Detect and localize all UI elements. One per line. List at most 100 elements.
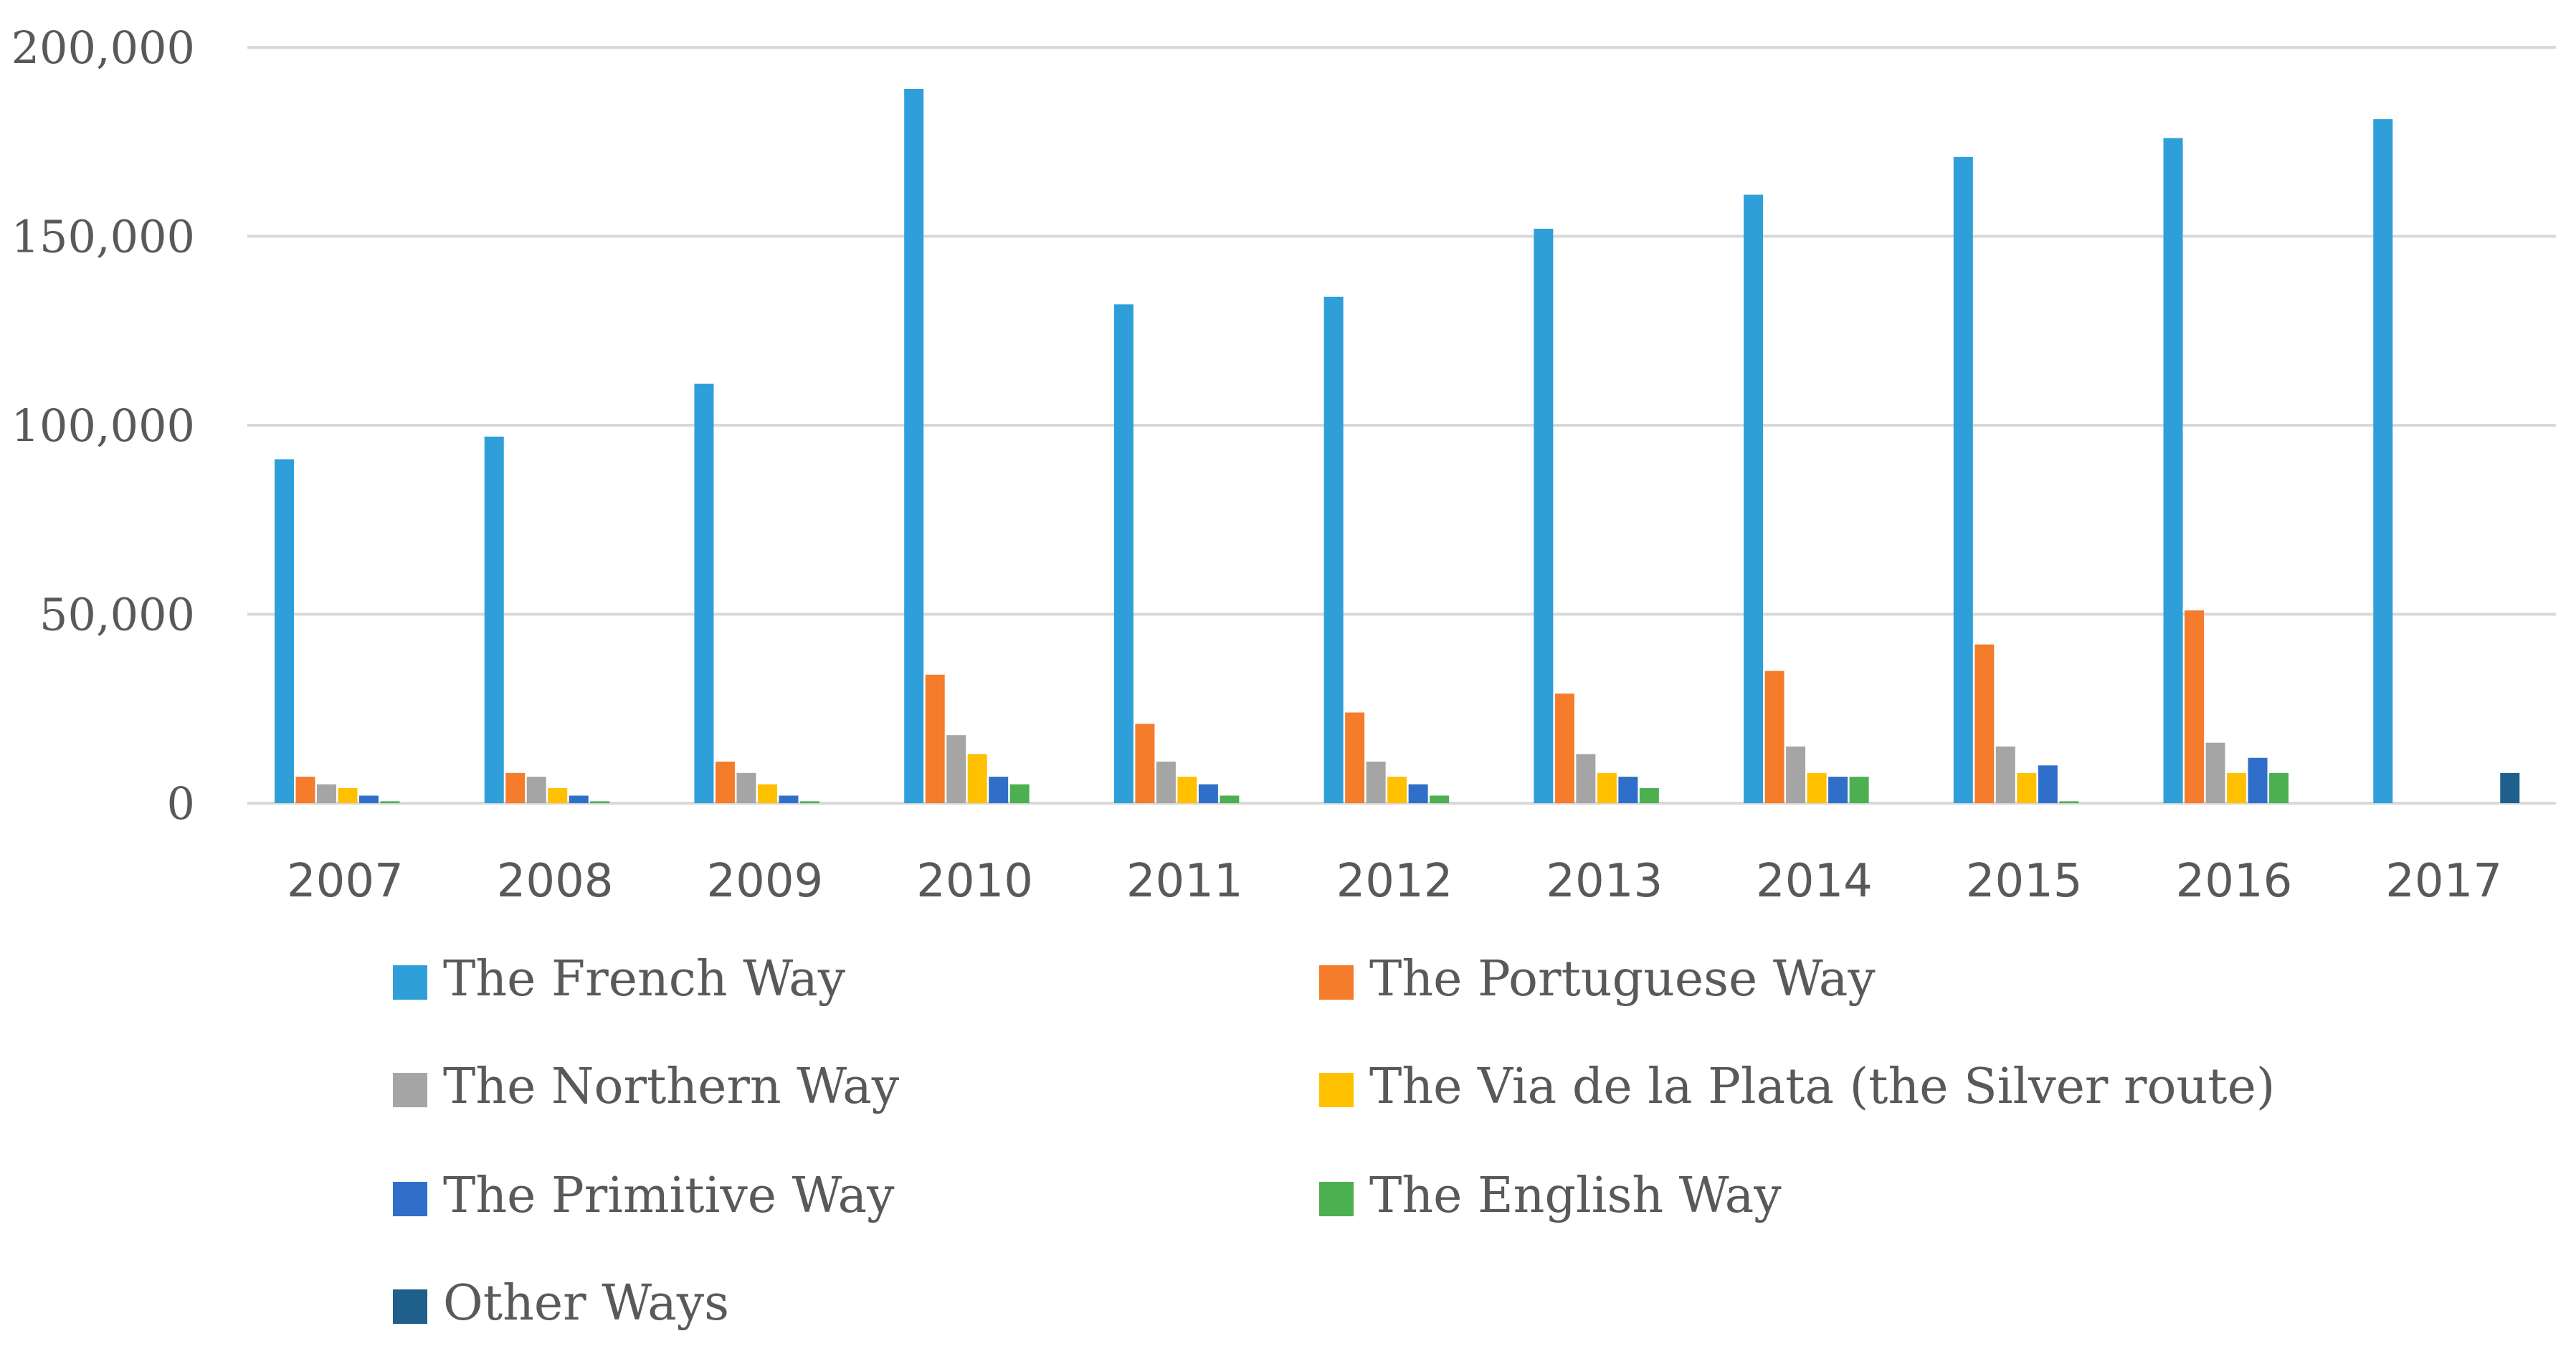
bar [338, 787, 358, 803]
bar [1597, 772, 1617, 803]
legend-swatch [393, 965, 427, 1000]
bar [1345, 712, 1365, 803]
bar [1786, 746, 1806, 803]
bar [569, 795, 589, 803]
bar [1576, 754, 1596, 803]
bar [779, 795, 799, 803]
y-tick-label: 50,000 [39, 589, 195, 641]
bar [526, 777, 546, 803]
bar [1430, 795, 1450, 803]
bar [1807, 772, 1827, 803]
bar [1828, 777, 1848, 803]
bar [590, 801, 610, 803]
bar [2163, 138, 2183, 804]
bar [799, 801, 819, 803]
bar [1323, 296, 1344, 803]
bar [1639, 787, 1659, 803]
bar [1135, 724, 1155, 803]
legend-label: Other Ways [443, 1275, 729, 1332]
bar [694, 384, 714, 803]
x-axis: 2007 2008 2009 2010 2011 2012 2013 2014 2015 2016… [287, 855, 2502, 908]
legend-swatch [393, 1073, 427, 1107]
legend-swatch [393, 1289, 427, 1324]
bar [1974, 644, 1995, 803]
bar [1408, 784, 1428, 803]
legend-swatch [1319, 1182, 1354, 1216]
bar [295, 777, 315, 803]
legend-swatch [393, 1182, 427, 1216]
bar [2373, 119, 2393, 803]
bar [2227, 772, 2247, 803]
legend-swatch [1319, 965, 1354, 1000]
bar [484, 436, 504, 803]
bar [2269, 772, 2289, 803]
bar [904, 88, 924, 804]
bar [317, 784, 336, 803]
legend-item: The Primitive Way [393, 1168, 895, 1224]
bar [925, 674, 945, 803]
bar [2038, 765, 2058, 803]
y-axis: 0 50,000 100,000 150,000 200,000 [11, 22, 195, 830]
bar [1198, 784, 1218, 803]
legend-item: The English Way [1319, 1168, 1782, 1224]
bars [275, 88, 2520, 804]
bar [946, 735, 966, 803]
bar [2185, 610, 2205, 803]
bar [1953, 156, 1973, 803]
legend-item: The French Way [393, 951, 846, 1008]
bar [380, 801, 400, 803]
legend-item: Other Ways [393, 1275, 729, 1332]
legend-item: The Via de la Plata (the Silver route) [1319, 1058, 2275, 1115]
y-tick-label: 200,000 [11, 22, 195, 74]
x-tick-label: 2010 [916, 855, 1033, 908]
x-tick-label: 2012 [1336, 855, 1453, 908]
bar [1534, 228, 1554, 804]
bar [1113, 304, 1133, 803]
bar [1366, 762, 1386, 803]
bar [548, 787, 568, 803]
bar [715, 762, 735, 803]
bar [2017, 772, 2037, 803]
bar [1995, 746, 2015, 803]
y-tick-label: 100,000 [11, 399, 195, 452]
bar [1764, 671, 1784, 803]
bar [505, 772, 526, 803]
x-tick-label: 2008 [497, 855, 614, 908]
bar [1849, 777, 1869, 803]
legend-label: The Primitive Way [443, 1168, 895, 1224]
bar [1009, 784, 1030, 803]
x-tick-label: 2017 [2385, 855, 2502, 908]
legend-item: The Northern Way [393, 1058, 900, 1115]
y-tick-label: 0 [167, 777, 195, 830]
legend-item: The Portuguese Way [1319, 951, 1876, 1008]
legend-label: The English Way [1369, 1168, 1782, 1224]
bar [1618, 777, 1638, 803]
legend-label: The French Way [443, 951, 846, 1008]
x-tick-label: 2014 [1756, 855, 1873, 908]
bar [1387, 777, 1407, 803]
bar [1744, 194, 1764, 803]
bar [757, 784, 777, 803]
x-tick-label: 2007 [287, 855, 404, 908]
bar [967, 754, 987, 803]
gridlines [247, 46, 2556, 805]
legend: The French Way The Portuguese Way The Nort… [393, 951, 2275, 1332]
legend-swatch [1319, 1073, 1354, 1107]
x-tick-label: 2011 [1126, 855, 1243, 908]
bar [1177, 777, 1197, 803]
bar [989, 777, 1009, 803]
bar [2248, 757, 2268, 803]
bar [1156, 762, 1176, 803]
bar [1220, 795, 1240, 803]
bar [359, 795, 379, 803]
bar [2500, 772, 2520, 803]
bar [2059, 801, 2079, 803]
x-tick-label: 2016 [2175, 855, 2292, 908]
x-tick-label: 2013 [1546, 855, 1663, 908]
bar [275, 459, 294, 803]
y-tick-label: 150,000 [11, 211, 195, 263]
legend-label: The Northern Way [443, 1058, 900, 1115]
legend-label: The Via de la Plata (the Silver route) [1369, 1058, 2275, 1115]
bar [2205, 742, 2225, 803]
